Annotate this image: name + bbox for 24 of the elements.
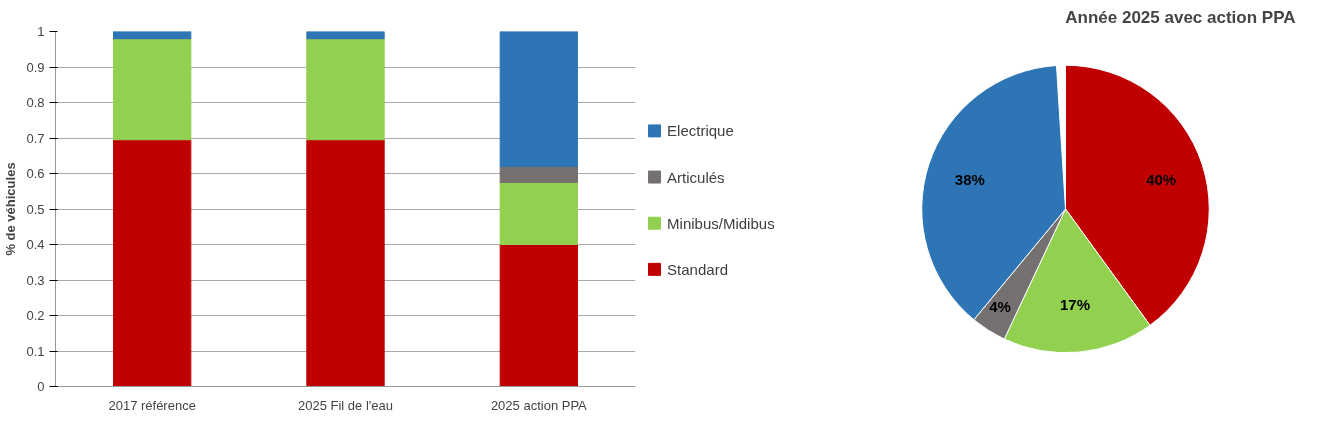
y-tick-label: 0.4 [26,237,45,252]
legend-label: Standard [667,260,728,278]
y-tick-label: 1 [37,24,45,39]
y-axis-title: % de véhicules [3,162,19,256]
data-label: 17% [1059,295,1090,313]
data-label: 4% [989,298,1011,316]
y-tick-label: 0.2 [26,308,45,323]
chart-title: Année 2025 avec action PPA [1065,7,1296,27]
legend-label: Electrique [667,122,734,140]
x-tick-label: 2017 référence [108,397,196,413]
x-tick-label: 2025 Fil de l'eau [298,397,393,413]
y-tick-label: 0.7 [26,130,45,146]
y-tick-label: 0.6 [26,166,45,181]
y-tick-label: 0.8 [26,95,45,110]
y-tick-label: 0.1 [26,343,45,359]
y-tick-label: 0.5 [26,201,45,217]
x-tick-label: 2025 action PPA [490,397,588,413]
y-tick-label: 0 [37,379,45,394]
y-tick-label: 0.9 [26,59,45,75]
data-label: 40% [1146,170,1177,188]
data-label: 38% [954,170,985,188]
legend-label: Minibus/Midibus [667,214,775,232]
legend-label: Articulés [667,168,725,186]
y-tick-label: 0.3 [26,272,45,288]
